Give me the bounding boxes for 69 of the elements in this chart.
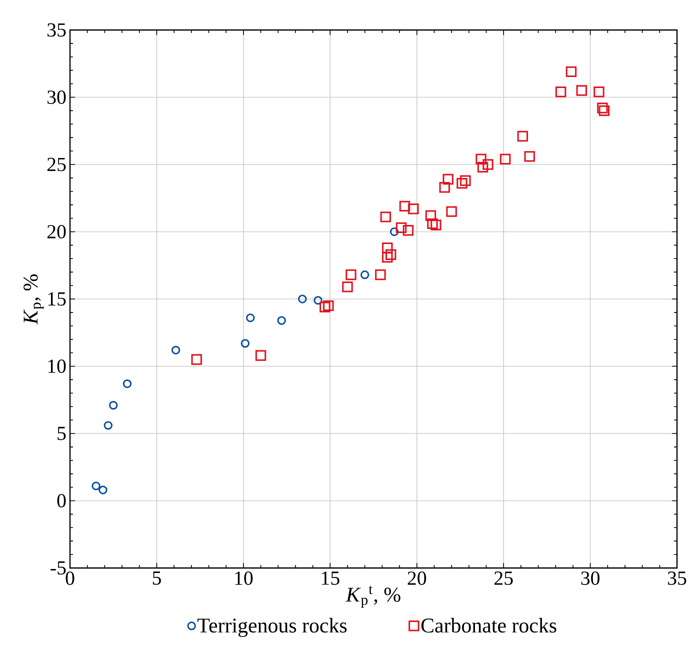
point	[320, 302, 330, 312]
point	[360, 270, 370, 280]
x-tick-label: 0	[66, 572, 74, 585]
point	[346, 269, 356, 280]
point	[98, 486, 108, 494]
point	[597, 102, 608, 114]
y-tick-label: 20	[47, 225, 66, 238]
x-tick-label: 30	[581, 572, 600, 585]
point	[342, 282, 353, 292]
point	[382, 242, 393, 254]
x-tick-label: 15	[322, 572, 340, 585]
legend-label: Terrigenous rocks	[198, 618, 347, 637]
point	[430, 220, 442, 230]
x-tick-label: 35	[668, 572, 686, 585]
point	[482, 159, 494, 170]
point	[92, 482, 100, 490]
point	[298, 294, 307, 304]
point	[390, 227, 399, 236]
x-tick-label: 10	[235, 572, 253, 585]
point	[314, 296, 322, 305]
point	[446, 206, 457, 217]
point	[191, 354, 202, 365]
x-axis-title: K$_{p}$$^{t}$, %	[346, 586, 400, 608]
point	[439, 182, 450, 193]
point	[122, 379, 132, 388]
point	[386, 249, 396, 260]
point	[477, 162, 488, 173]
y-tick-label: 5	[58, 426, 66, 440]
point	[442, 174, 454, 185]
point	[408, 204, 419, 214]
point	[380, 212, 391, 222]
point	[240, 339, 250, 348]
y-tick-label: 30	[48, 90, 66, 104]
point	[109, 400, 118, 410]
y-tick-label: 35	[48, 23, 66, 37]
point	[277, 316, 286, 325]
point	[396, 222, 407, 234]
x-tick-label: 20	[408, 572, 426, 585]
point	[427, 218, 438, 230]
point	[425, 210, 436, 221]
point	[456, 178, 468, 189]
point	[375, 269, 386, 280]
point	[460, 175, 471, 186]
y-tick-label: 15	[48, 292, 66, 306]
y-tick-label: -5	[50, 561, 66, 575]
y-tick-label: 25	[47, 158, 66, 172]
point	[594, 86, 604, 98]
point	[566, 66, 577, 78]
point	[323, 300, 334, 312]
point	[517, 130, 528, 142]
x-tick-label: 25	[494, 572, 513, 585]
point	[500, 154, 511, 164]
point	[246, 313, 255, 322]
point	[524, 151, 535, 162]
point	[171, 346, 180, 354]
y-tick-label: 10	[48, 360, 66, 373]
point	[476, 154, 486, 164]
y-axis-title: K$_{p}$, %	[24, 274, 44, 325]
point	[104, 421, 113, 430]
x-tick-label: 5	[152, 572, 161, 585]
point	[382, 252, 393, 263]
y-tick-label: 0	[57, 494, 66, 508]
point	[576, 85, 587, 96]
point	[402, 225, 414, 236]
legend-label: Carbonate rocks	[421, 618, 556, 633]
point	[399, 200, 410, 212]
point	[598, 105, 610, 116]
point	[555, 86, 566, 98]
point	[255, 350, 266, 361]
